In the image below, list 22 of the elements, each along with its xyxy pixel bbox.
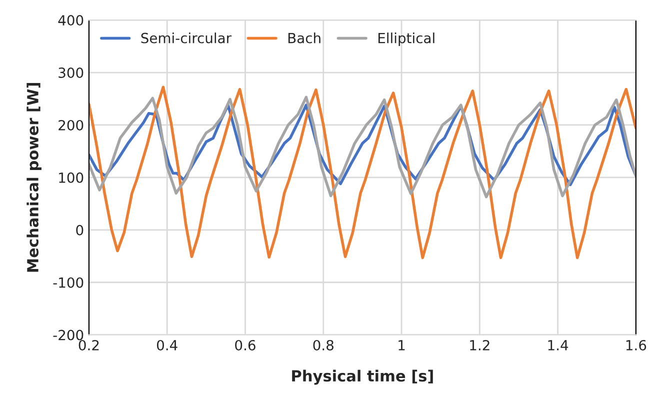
y-tick-label: -200 [53, 330, 84, 340]
x-axis-title: Physical time [s] [292, 370, 433, 385]
x-tick-label: 0.8 [313, 340, 334, 350]
x-tick-label: 1 [398, 340, 405, 350]
y-tick-label: 100 [59, 172, 84, 183]
x-tick-label: 1.6 [626, 340, 646, 350]
x-tick-label: 1.2 [470, 340, 490, 350]
y-tick-label: -100 [53, 277, 84, 288]
x-tick-label: 0.4 [156, 340, 178, 350]
x-tick-label: 0.2 [78, 340, 99, 350]
y-axis-title: Mechanical power [W] [26, 83, 42, 272]
legend-label: Bach [288, 32, 320, 44]
line-series [88, 86, 636, 260]
line-series [88, 96, 636, 198]
y-tick-label: 400 [58, 15, 84, 26]
y-tick-label: 300 [58, 67, 84, 78]
legend-label: Semi-circular [141, 32, 232, 44]
x-tick-label: 1.4 [548, 340, 568, 350]
x-tick-label: 0.6 [235, 340, 256, 350]
y-tick-label: 0 [76, 224, 84, 236]
legend-label: Elliptical [378, 32, 434, 46]
y-tick-label: 200 [58, 120, 84, 130]
